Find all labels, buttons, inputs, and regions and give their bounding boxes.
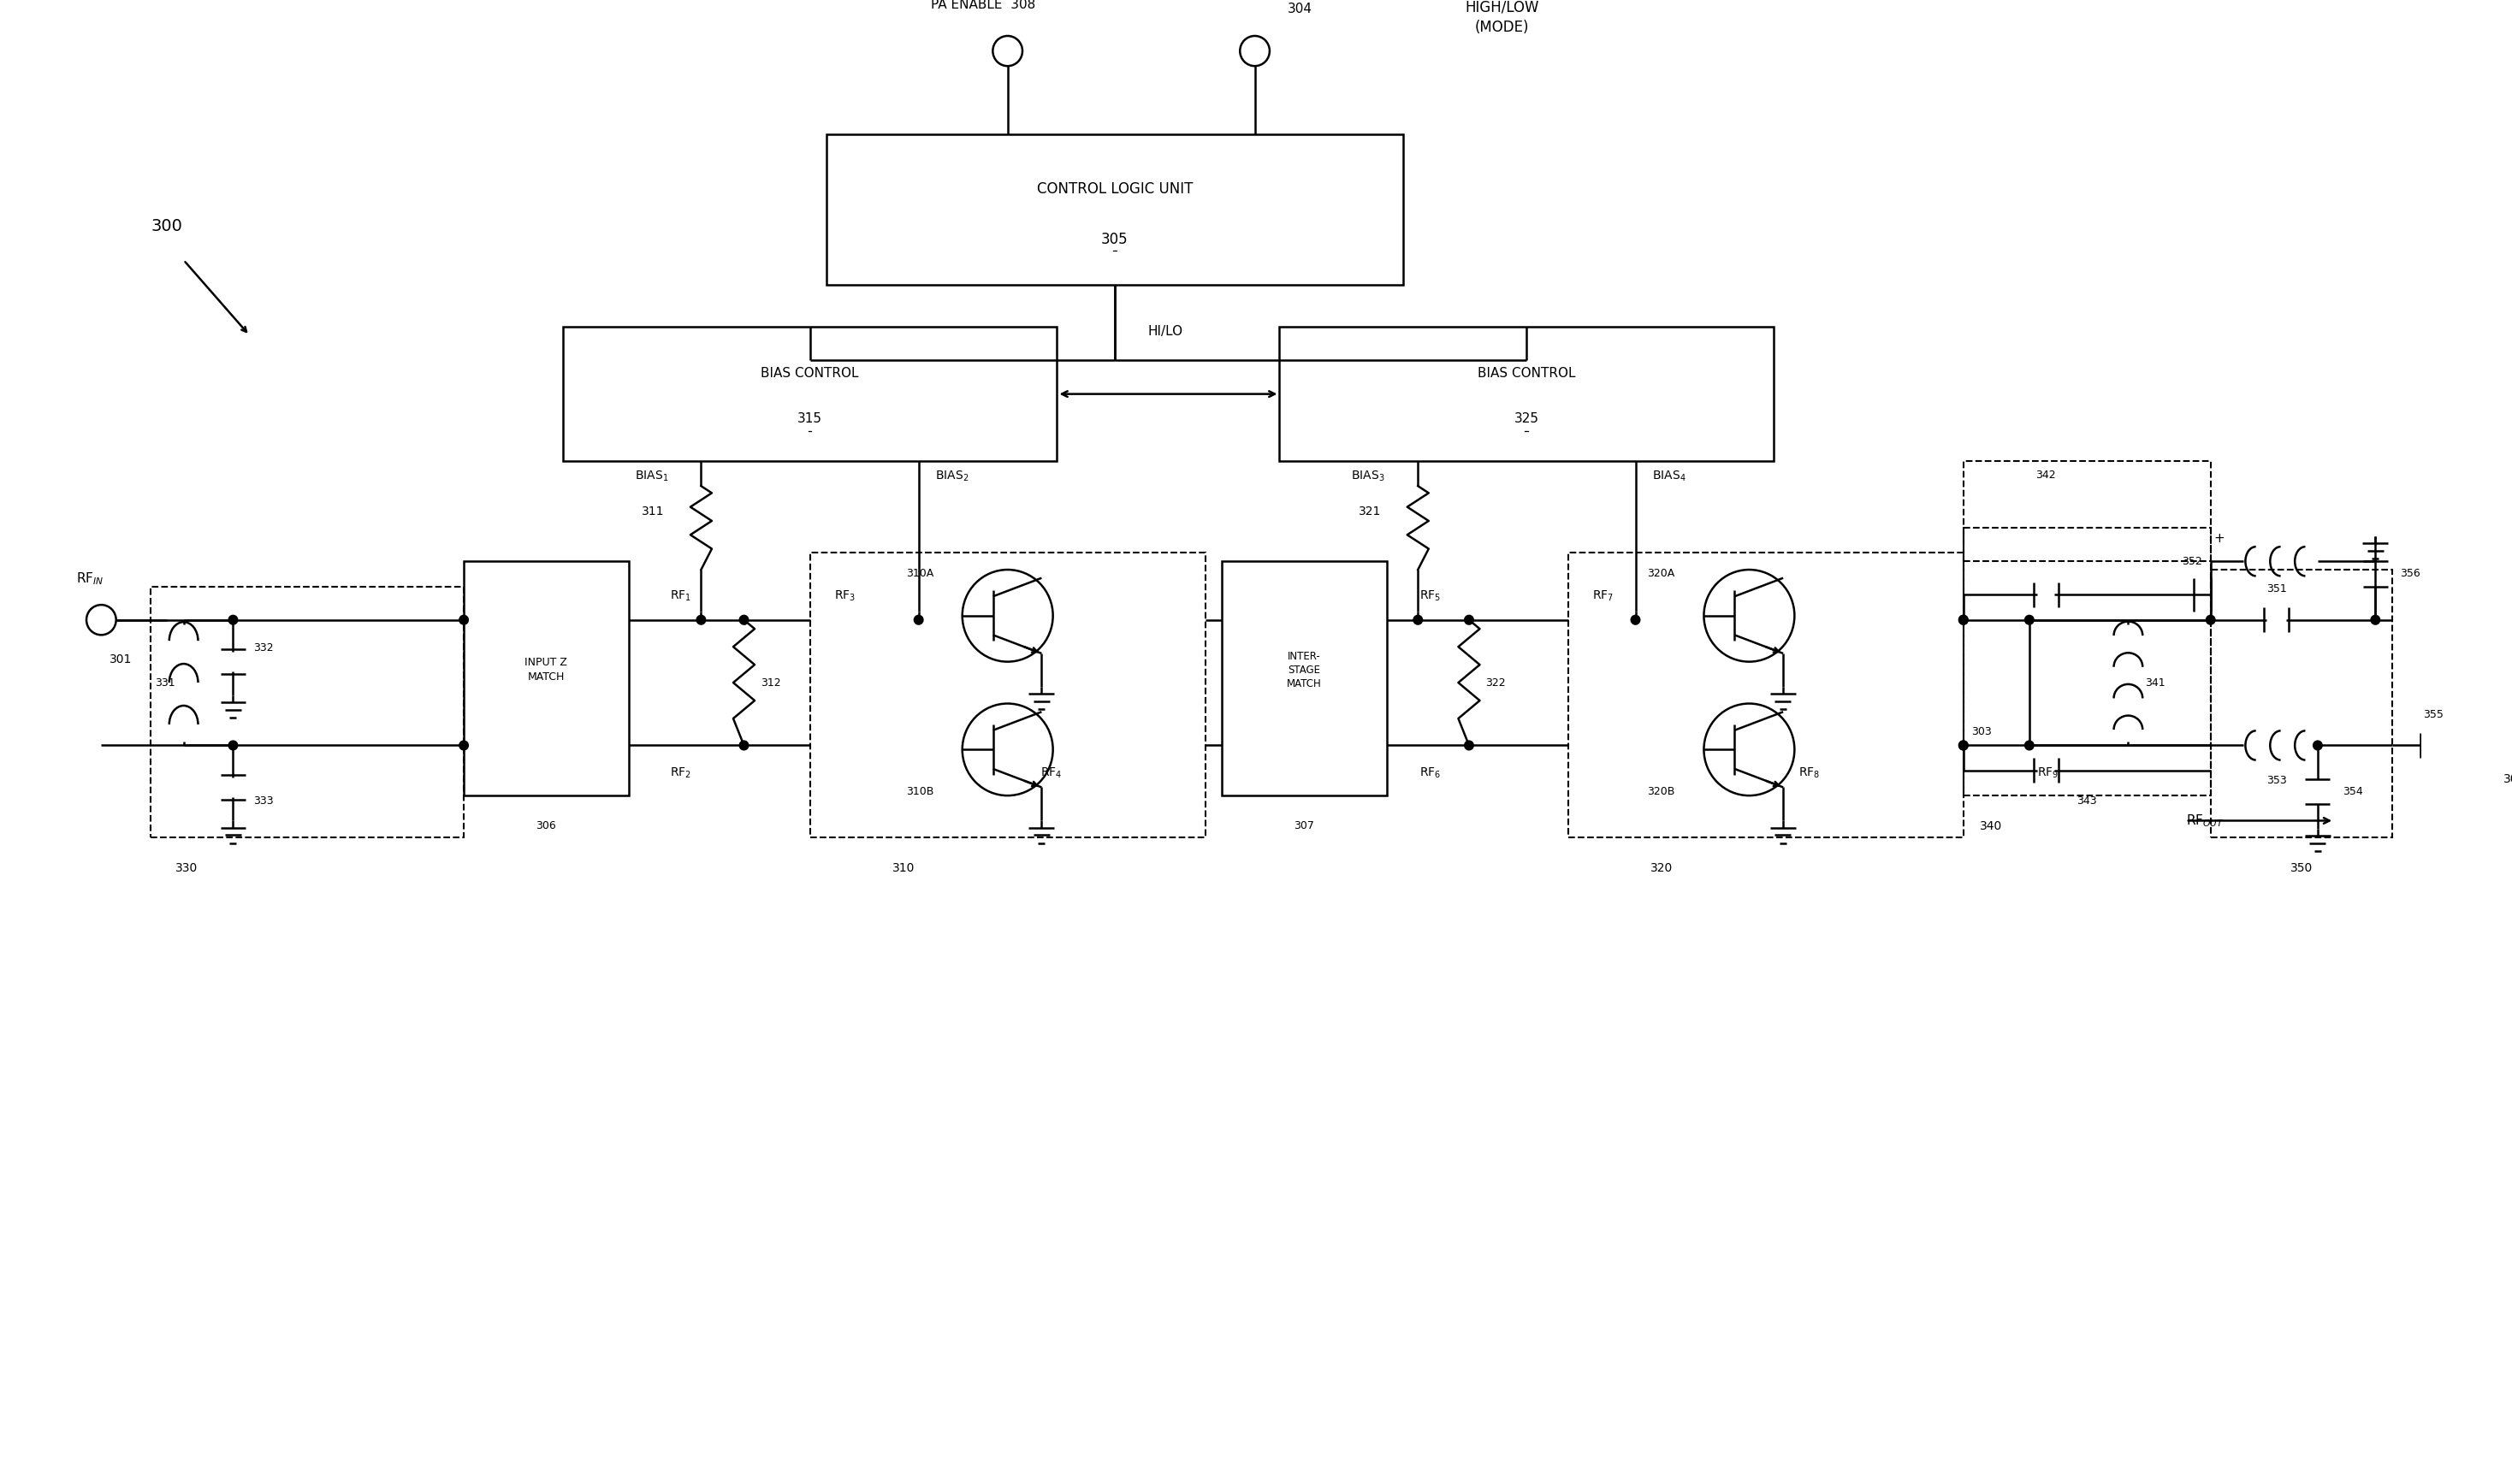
Text: RF$_{IN}$: RF$_{IN}$ [75, 570, 103, 586]
Bar [1279, 326, 1773, 462]
Text: PA ENABLE  308: PA ENABLE 308 [929, 0, 1035, 12]
Text: RF$_{4}$: RF$_{4}$ [1040, 766, 1063, 781]
Text: 312: 312 [761, 677, 781, 689]
Text: 342: 342 [2035, 469, 2055, 481]
Text: RF$_{8}$: RF$_{8}$ [1799, 766, 1821, 781]
Bar [1964, 528, 2211, 795]
Text: 305: 305 [1100, 232, 1128, 246]
Text: 315: 315 [796, 413, 821, 426]
Bar [2211, 570, 2391, 837]
Text: RF$_{6}$: RF$_{6}$ [1419, 766, 1442, 781]
Text: 306: 306 [535, 821, 555, 833]
Circle shape [1959, 741, 1967, 749]
Bar [1221, 561, 1387, 795]
Text: 325: 325 [1515, 413, 1540, 426]
Text: RF$_{1}$: RF$_{1}$ [671, 589, 691, 603]
Circle shape [962, 570, 1053, 662]
Text: 341: 341 [2145, 677, 2165, 689]
Text: 310: 310 [892, 862, 914, 874]
Circle shape [1959, 741, 1967, 749]
Text: 301: 301 [111, 653, 133, 665]
Text: 320A: 320A [1648, 568, 1676, 579]
Circle shape [739, 741, 749, 749]
Text: HIGH/LOW
(MODE): HIGH/LOW (MODE) [1464, 0, 1540, 36]
Circle shape [229, 616, 239, 625]
Text: INPUT Z
MATCH: INPUT Z MATCH [525, 657, 568, 683]
Text: 320: 320 [1650, 862, 1673, 874]
Text: +: + [2213, 531, 2223, 545]
Text: 350: 350 [2291, 862, 2314, 874]
Text: BIAS CONTROL: BIAS CONTROL [1477, 367, 1575, 380]
Text: 353: 353 [2266, 775, 2286, 787]
Text: RF$_{3}$: RF$_{3}$ [834, 589, 857, 603]
Bar [1567, 554, 1964, 837]
Circle shape [2025, 741, 2035, 749]
Circle shape [2206, 616, 2216, 625]
Circle shape [1414, 616, 1422, 625]
Text: 333: 333 [254, 795, 274, 807]
Circle shape [1630, 616, 1640, 625]
Text: 340: 340 [1979, 821, 2002, 833]
Text: 355: 355 [2424, 709, 2444, 720]
Text: 302: 302 [2502, 773, 2512, 785]
Text: 332: 332 [254, 643, 274, 653]
Text: RF$_{OUT}$: RF$_{OUT}$ [2185, 813, 2223, 828]
Text: 354: 354 [2341, 787, 2364, 797]
Circle shape [1703, 703, 1794, 795]
Bar [1964, 462, 2211, 561]
Bar [563, 326, 1058, 462]
Text: 307: 307 [1294, 821, 1314, 833]
Text: HI/LO: HI/LO [1148, 325, 1183, 338]
Bar [465, 561, 628, 795]
Text: 300: 300 [151, 218, 183, 234]
Text: 303: 303 [1972, 726, 1992, 738]
Text: 356: 356 [2399, 568, 2422, 579]
Text: RF$_{2}$: RF$_{2}$ [671, 766, 691, 781]
Circle shape [1464, 616, 1475, 625]
Text: RF$_{5}$: RF$_{5}$ [1419, 589, 1442, 603]
Circle shape [1959, 616, 1967, 625]
Text: 322: 322 [1485, 677, 1505, 689]
Circle shape [992, 36, 1022, 65]
Circle shape [1241, 36, 1269, 65]
Text: BIAS$_{1}$: BIAS$_{1}$ [636, 469, 668, 484]
Bar [826, 135, 1404, 285]
Text: BIAS CONTROL: BIAS CONTROL [761, 367, 859, 380]
Text: 310B: 310B [907, 787, 934, 797]
Text: 330: 330 [176, 862, 198, 874]
Circle shape [1703, 570, 1794, 662]
Circle shape [2314, 741, 2321, 749]
Circle shape [2025, 616, 2035, 625]
Text: 310A: 310A [907, 568, 934, 579]
Text: INTER-
STAGE
MATCH: INTER- STAGE MATCH [1286, 651, 1321, 690]
Text: 304: 304 [1289, 3, 1314, 15]
Circle shape [2472, 730, 2502, 760]
Text: 320B: 320B [1648, 787, 1676, 797]
Circle shape [460, 741, 467, 749]
Text: RF$_{7}$: RF$_{7}$ [1593, 589, 1615, 603]
Text: 321: 321 [1359, 505, 1382, 516]
Circle shape [914, 616, 922, 625]
Bar [809, 554, 1206, 837]
Circle shape [85, 605, 116, 635]
Circle shape [1959, 616, 1967, 625]
Circle shape [696, 616, 706, 625]
Text: RF$_{9}$: RF$_{9}$ [2037, 766, 2060, 781]
Text: CONTROL LOGIC UNIT: CONTROL LOGIC UNIT [1037, 181, 1193, 197]
Text: BIAS$_{2}$: BIAS$_{2}$ [934, 469, 970, 484]
Circle shape [1464, 741, 1475, 749]
Circle shape [2371, 616, 2379, 625]
Text: BIAS$_{3}$: BIAS$_{3}$ [1351, 469, 1384, 484]
Text: 352: 352 [2183, 555, 2203, 567]
Text: 311: 311 [641, 505, 663, 516]
Text: 331: 331 [156, 677, 176, 689]
Circle shape [460, 616, 467, 625]
Text: 351: 351 [2266, 583, 2286, 595]
Text: BIAS$_{4}$: BIAS$_{4}$ [1653, 469, 1686, 484]
Circle shape [739, 616, 749, 625]
Text: 343: 343 [2077, 795, 2098, 807]
Circle shape [229, 741, 239, 749]
Circle shape [962, 703, 1053, 795]
Bar [151, 586, 465, 837]
